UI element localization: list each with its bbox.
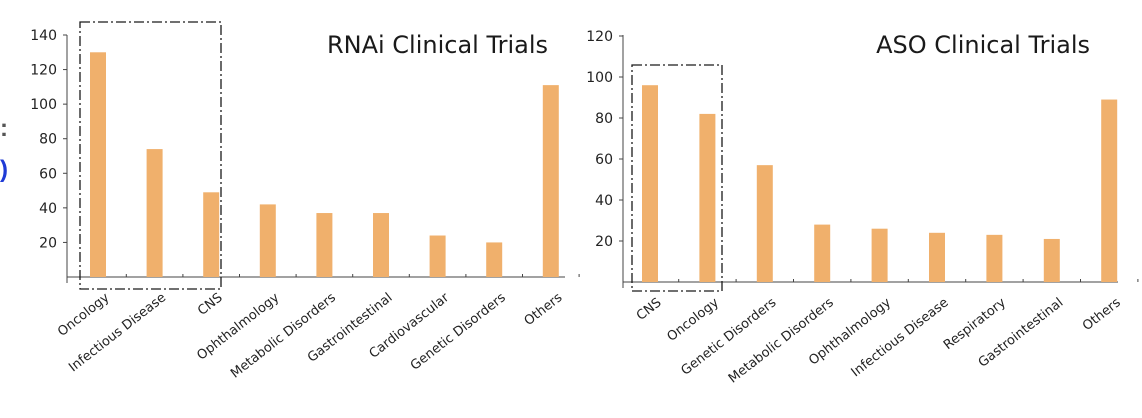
y-tick-label: 120 bbox=[30, 63, 57, 79]
bar-gastrointestinal bbox=[373, 213, 389, 277]
x-tick-label-infectious-disease: Infectious Disease bbox=[849, 295, 952, 380]
x-tick-label-oncology: Oncology bbox=[664, 295, 722, 345]
y-tick-label: 60 bbox=[39, 166, 57, 182]
x-tick-label-others: Others bbox=[1080, 295, 1124, 334]
bar-cns bbox=[203, 192, 220, 277]
bar-gastrointestinal bbox=[1043, 238, 1060, 282]
bar-metabolic-disorders bbox=[316, 213, 333, 277]
x-tick-label-cns: CNS bbox=[634, 295, 665, 323]
y-tick-label: 60 bbox=[595, 152, 613, 168]
x-tick-label-genetic-disorders: Genetic Disorders bbox=[679, 295, 780, 378]
highlight-box bbox=[631, 64, 723, 292]
bar-oncology bbox=[699, 113, 716, 283]
bar-ophthalmology bbox=[871, 228, 888, 282]
chart-title: ASO Clinical Trials bbox=[876, 31, 1090, 59]
y-tick-label: 100 bbox=[586, 70, 613, 86]
bar-ophthalmology bbox=[259, 204, 276, 277]
bar-genetic-disorders bbox=[756, 165, 773, 282]
cut-off-text-paren: ) bbox=[0, 156, 8, 183]
bar-infectious-disease bbox=[146, 149, 163, 277]
highlight-box bbox=[79, 21, 222, 290]
chart-title: RNAi Clinical Trials bbox=[327, 31, 548, 59]
y-tick-label: 20 bbox=[39, 235, 57, 251]
bar-respiratory bbox=[986, 234, 1003, 282]
y-tick-label: 80 bbox=[39, 132, 57, 148]
y-tick-label: 120 bbox=[586, 29, 613, 45]
bar-cardiovascular bbox=[429, 235, 446, 277]
bar-oncology bbox=[90, 52, 106, 278]
y-tick-label: 20 bbox=[595, 234, 613, 250]
y-tick-label: 140 bbox=[30, 28, 57, 44]
bar-genetic-disorders bbox=[486, 242, 503, 277]
bar-cns bbox=[642, 85, 658, 282]
bar-metabolic-disorders bbox=[814, 224, 831, 282]
bar-infectious-disease bbox=[929, 232, 945, 282]
y-tick-label: 40 bbox=[595, 193, 613, 209]
bar-others bbox=[542, 85, 559, 277]
bar-others bbox=[1101, 99, 1118, 282]
y-tick-label: 100 bbox=[30, 97, 57, 113]
y-tick-label: 40 bbox=[39, 201, 57, 217]
y-tick-label: 80 bbox=[595, 111, 613, 127]
cut-off-text-colon: : bbox=[0, 115, 8, 142]
x-tick-label-metabolic-disorders: Metabolic Disorders bbox=[726, 295, 837, 386]
